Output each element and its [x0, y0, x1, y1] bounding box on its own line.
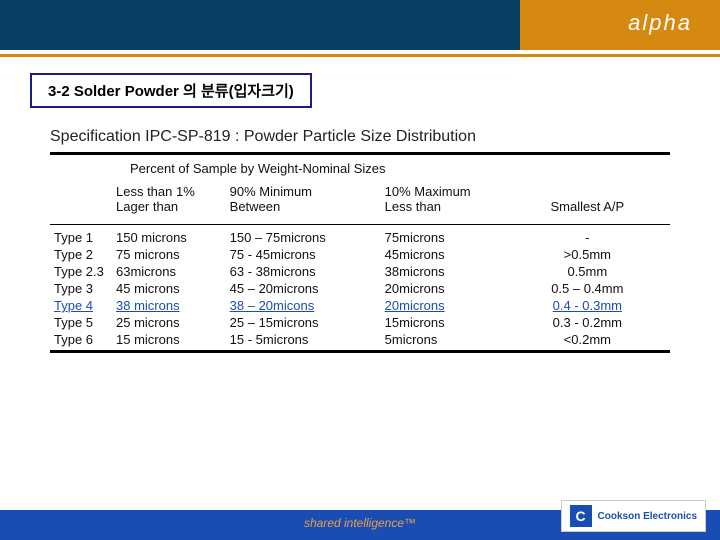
cell-d: 0.4 - 0.3mm: [505, 297, 670, 314]
cell-type: Type 5: [50, 314, 112, 331]
col-c-line1: 10% Maximum: [385, 184, 471, 199]
logo-text: Cookson Electronics: [598, 511, 697, 522]
footer-logo: C Cookson Electronics: [561, 500, 706, 532]
cell-a: 150 microns: [112, 229, 226, 246]
cell-a: 75 microns: [112, 246, 226, 263]
cell-type: Type 3: [50, 280, 112, 297]
cell-c: 38microns: [381, 263, 505, 280]
cell-c: 20microns: [381, 297, 505, 314]
cell-type: Type 4: [50, 297, 112, 314]
rule-top: [50, 152, 670, 155]
cell-b: 150 – 75microns: [226, 229, 381, 246]
col-a-line2: Lager than: [116, 199, 178, 214]
cell-a: 63microns: [112, 263, 226, 280]
cell-b: 25 – 15microns: [226, 314, 381, 331]
col-b-line2: Between: [230, 199, 281, 214]
logo-square: C: [570, 505, 592, 527]
table-header-row: Less than 1% Lager than 90% Minimum Betw…: [50, 182, 670, 220]
col-d-line1: Smallest A/P: [550, 199, 624, 214]
section-title-box: 3-2 Solder Powder 의 분류(입자크기): [30, 73, 312, 108]
cell-c: 5microns: [381, 331, 505, 348]
cell-d: >0.5mm: [505, 246, 670, 263]
cell-c: 75microns: [381, 229, 505, 246]
table-row: Type 525 microns25 – 15microns15microns0…: [50, 314, 670, 331]
cell-b: 63 - 38microns: [226, 263, 381, 280]
cell-b: 15 - 5microns: [226, 331, 381, 348]
brand-text: alpha: [628, 10, 692, 36]
cell-type: Type 2: [50, 246, 112, 263]
table-row: Type 1150 microns150 – 75microns75micron…: [50, 229, 670, 246]
table-row: Type 345 microns45 – 20microns20microns0…: [50, 280, 670, 297]
col-type-header: [50, 182, 112, 220]
cell-a: 25 microns: [112, 314, 226, 331]
cell-a: 45 microns: [112, 280, 226, 297]
table-container: Percent of Sample by Weight-Nominal Size…: [50, 152, 670, 353]
cell-a: 38 microns: [112, 297, 226, 314]
table-row: Type 2 75 microns75 - 45microns45microns…: [50, 246, 670, 263]
table-row: Type 2.363microns63 - 38microns38microns…: [50, 263, 670, 280]
cell-a: 15 microns: [112, 331, 226, 348]
cell-d: 0.3 - 0.2mm: [505, 314, 670, 331]
cell-type: Type 1: [50, 229, 112, 246]
cell-d: 0.5mm: [505, 263, 670, 280]
cell-type: Type 6: [50, 331, 112, 348]
cell-type: Type 2.3: [50, 263, 112, 280]
col-a-line1: Less than 1%: [116, 184, 195, 199]
cell-b: 38 – 20micons: [226, 297, 381, 314]
footer-tagline: shared intelligence™: [304, 516, 416, 530]
spec-table-body: Type 1150 microns150 – 75microns75micron…: [50, 229, 670, 348]
col-a-header: Less than 1% Lager than: [112, 182, 226, 220]
cell-c: 15microns: [381, 314, 505, 331]
cell-c: 45microns: [381, 246, 505, 263]
spec-table: Less than 1% Lager than 90% Minimum Betw…: [50, 182, 670, 220]
col-d-header: Smallest A/P: [505, 182, 670, 220]
cell-d: <0.2mm: [505, 331, 670, 348]
cell-d: 0.5 – 0.4mm: [505, 280, 670, 297]
header-bar: alpha: [0, 0, 720, 50]
col-b-header: 90% Minimum Between: [226, 182, 381, 220]
col-c-line2: Less than: [385, 199, 441, 214]
table-row: Type 615 microns15 - 5microns5microns<0.…: [50, 331, 670, 348]
spec-title: Specification IPC-SP-819 : Powder Partic…: [50, 128, 720, 146]
cell-c: 20microns: [381, 280, 505, 297]
cell-b: 45 – 20microns: [226, 280, 381, 297]
table-row: Type 438 microns38 – 20micons20microns0.…: [50, 297, 670, 314]
cell-d: -: [505, 229, 670, 246]
rule-bottom: [50, 350, 670, 353]
rule-mid: [50, 224, 670, 225]
col-b-line1: 90% Minimum: [230, 184, 312, 199]
sub-header: Percent of Sample by Weight-Nominal Size…: [130, 161, 670, 176]
accent-line: [0, 54, 720, 57]
col-c-header: 10% Maximum Less than: [381, 182, 505, 220]
cell-b: 75 - 45microns: [226, 246, 381, 263]
